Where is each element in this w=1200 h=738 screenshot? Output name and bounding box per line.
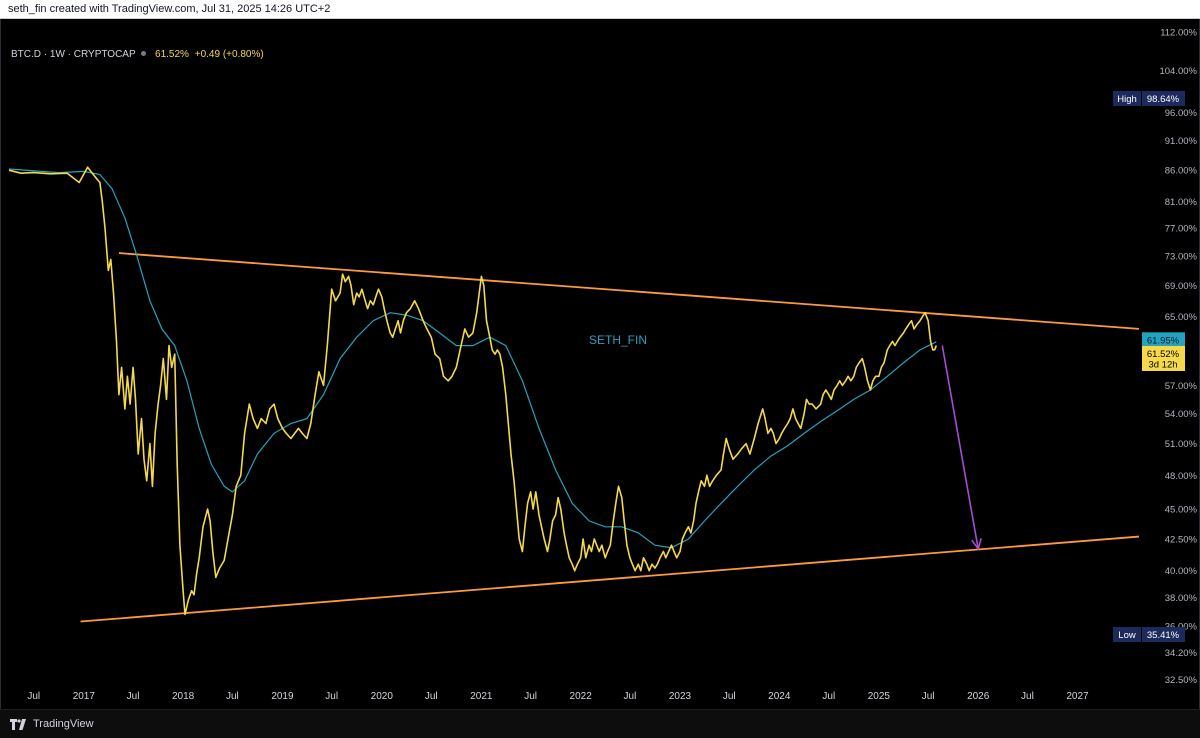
low-badge: Low 35.41% xyxy=(1113,627,1185,643)
footer-bar: TradingView xyxy=(0,709,1200,738)
legend-change: +0.49 (+0.80%) xyxy=(194,49,264,60)
projection-arrow-shaft xyxy=(941,345,979,550)
y-tick-label: 69.00% xyxy=(1165,281,1198,292)
x-tick-label: Jul xyxy=(325,691,338,702)
badge-label-bg xyxy=(1113,90,1141,106)
x-tick-label: 2021 xyxy=(470,691,493,702)
watermark-text: SETH_FIN xyxy=(589,333,647,347)
x-tick-label: 2027 xyxy=(1066,691,1089,702)
y-tick-label: 86.00% xyxy=(1165,166,1198,177)
market-status-dot xyxy=(141,51,147,57)
badge-value-bg xyxy=(1142,332,1185,348)
y-tick-label: 81.00% xyxy=(1165,197,1198,208)
x-tick-label: 2025 xyxy=(868,691,891,702)
y-tick-label: 65.00% xyxy=(1165,312,1198,323)
y-tick-label: 45.00% xyxy=(1165,505,1198,516)
y-tick-label: 54.00% xyxy=(1165,409,1198,420)
moving-average-line xyxy=(8,168,937,549)
price-badges: High 98.64%Low 35.41%61.95%61.52%3d 12h xyxy=(1113,90,1185,643)
x-tick-label: Jul xyxy=(524,691,537,702)
x-tick-label: 2019 xyxy=(271,691,294,702)
x-tick-label: Jul xyxy=(624,691,637,702)
badge-value: 98.64% xyxy=(1147,94,1180,105)
badge-value-bg xyxy=(1142,90,1185,106)
y-tick-label: 73.00% xyxy=(1165,251,1198,262)
y-tick-label: 104.00% xyxy=(1159,66,1197,77)
badge-value: 61.52% xyxy=(1147,349,1180,360)
price-last-badge: 61.52%3d 12h xyxy=(1142,345,1185,371)
chart-plot[interactable]: SETH_FIN 112.00% 104.00% 96.00% 91.00% 86.00… xyxy=(1,19,1199,709)
y-axis: 112.00% 104.00% 96.00% 91.00% 86.00% 81.00% 77… xyxy=(1159,27,1197,685)
badge-value: 61.95% xyxy=(1147,335,1180,346)
x-axis: Jul 2017 Jul 2018 Jul 2019 Jul 2020 Jul 2021 Jul 20… xyxy=(27,691,1089,702)
y-tick-label: 32.50% xyxy=(1165,675,1198,686)
x-tick-label: 2026 xyxy=(967,691,990,702)
trendline xyxy=(118,252,1140,330)
y-tick-label: 48.00% xyxy=(1165,471,1198,482)
x-tick-label: 2018 xyxy=(172,691,195,702)
high-badge: High 98.64% xyxy=(1113,90,1185,106)
x-tick-label: Jul xyxy=(27,691,40,702)
projection-arrow-layer xyxy=(941,345,982,551)
y-tick-label: 36.00% xyxy=(1165,621,1198,632)
price-line xyxy=(8,166,938,616)
trendline xyxy=(80,535,1140,623)
x-tick-label: Jul xyxy=(1021,691,1034,702)
projection-arrow-head xyxy=(971,538,982,551)
x-tick-label: 2024 xyxy=(768,691,791,702)
y-tick-label: 42.50% xyxy=(1165,535,1198,546)
x-tick-label: 2023 xyxy=(669,691,692,702)
y-tick-label: 34.20% xyxy=(1165,648,1198,659)
symbol-legend[interactable]: BTC.D · 1W · CRYPTOCAP 61.52% +0.49 (+0.… xyxy=(11,49,264,60)
x-tick-label: Jul xyxy=(127,691,140,702)
badge-value: 35.41% xyxy=(1147,630,1180,641)
x-tick-label: 2022 xyxy=(570,691,593,702)
legend-last-value: 61.52% xyxy=(155,49,189,60)
x-tick-label: 2017 xyxy=(73,691,96,702)
y-tick-label: 51.00% xyxy=(1165,439,1198,450)
symbol-name[interactable]: BTC.D · 1W · CRYPTOCAP xyxy=(11,49,136,60)
badge-countdown: 3d 12h xyxy=(1148,359,1177,370)
x-tick-label: Jul xyxy=(425,691,438,702)
x-tick-label: Jul xyxy=(922,691,935,702)
tradingview-logo-icon[interactable] xyxy=(10,718,28,730)
trendlines-layer xyxy=(80,252,1140,623)
badge-label: High xyxy=(1117,94,1137,105)
y-tick-label: 40.00% xyxy=(1165,566,1198,577)
y-tick-label: 112.00% xyxy=(1160,27,1197,38)
price-layer xyxy=(8,166,938,616)
x-tick-label: Jul xyxy=(723,691,736,702)
y-tick-label: 57.00% xyxy=(1165,381,1198,392)
attribution-text: seth_fin created with TradingView.com, J… xyxy=(8,3,331,15)
chart-frame[interactable]: SETH_FIN 112.00% 104.00% 96.00% 91.00% 86.00… xyxy=(0,19,1200,709)
badge-label: Low xyxy=(1118,630,1136,641)
x-tick-label: 2020 xyxy=(371,691,394,702)
y-tick-label: 38.00% xyxy=(1165,593,1198,604)
moving-average-layer xyxy=(8,168,937,549)
x-tick-label: Jul xyxy=(822,691,835,702)
footer-brand[interactable]: TradingView xyxy=(33,718,94,730)
x-tick-label: Jul xyxy=(226,691,239,702)
y-tick-label: 77.00% xyxy=(1165,224,1198,235)
badge-value-bg xyxy=(1142,627,1185,643)
y-tick-label: 96.00% xyxy=(1165,108,1198,119)
y-tick-label: 91.00% xyxy=(1165,136,1198,147)
badge-label-bg xyxy=(1113,627,1141,643)
badge-value-bg xyxy=(1142,345,1185,371)
attribution-header: seth_fin created with TradingView.com, J… xyxy=(0,0,1200,19)
ma-last-badge: 61.95% xyxy=(1142,332,1185,348)
